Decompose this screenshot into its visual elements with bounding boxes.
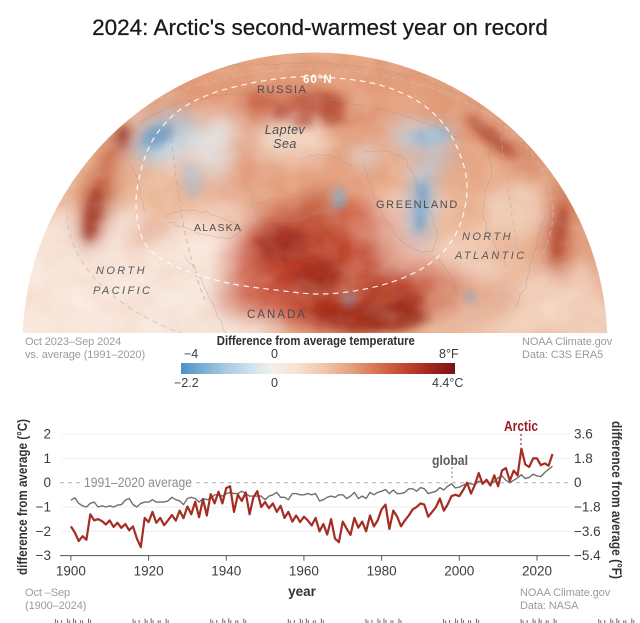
svg-text:2000: 2000 [444, 564, 474, 579]
svg-text:Arctic: Arctic [504, 419, 538, 435]
svg-text:1960: 1960 [289, 564, 319, 579]
svg-text:−2: −2 [36, 524, 51, 539]
svg-text:year: year [288, 584, 317, 599]
svg-text:−1: −1 [36, 500, 51, 515]
svg-text:3.6: 3.6 [574, 427, 593, 442]
svg-text:difference from average (°F): difference from average (°F) [609, 421, 624, 579]
svg-text:−1.8: −1.8 [574, 500, 601, 515]
svg-text:−3: −3 [36, 548, 51, 563]
svg-text:1920: 1920 [134, 564, 164, 579]
svg-text:global: global [432, 452, 468, 468]
svg-text:difference from average (°C): difference from average (°C) [15, 419, 30, 575]
svg-text:0: 0 [574, 475, 582, 490]
svg-text:0: 0 [43, 475, 51, 490]
svg-text:1991–2020 average: 1991–2020 average [84, 475, 192, 490]
svg-text:1980: 1980 [367, 564, 397, 579]
svg-text:2: 2 [43, 427, 51, 442]
svg-text:1.8: 1.8 [574, 451, 593, 466]
svg-text:2020: 2020 [522, 564, 552, 579]
svg-text:1940: 1940 [211, 564, 241, 579]
svg-text:−5.4: −5.4 [574, 548, 601, 563]
svg-text:−3.6: −3.6 [574, 524, 601, 539]
svg-text:1900: 1900 [56, 564, 86, 579]
svg-text:1: 1 [43, 451, 51, 466]
